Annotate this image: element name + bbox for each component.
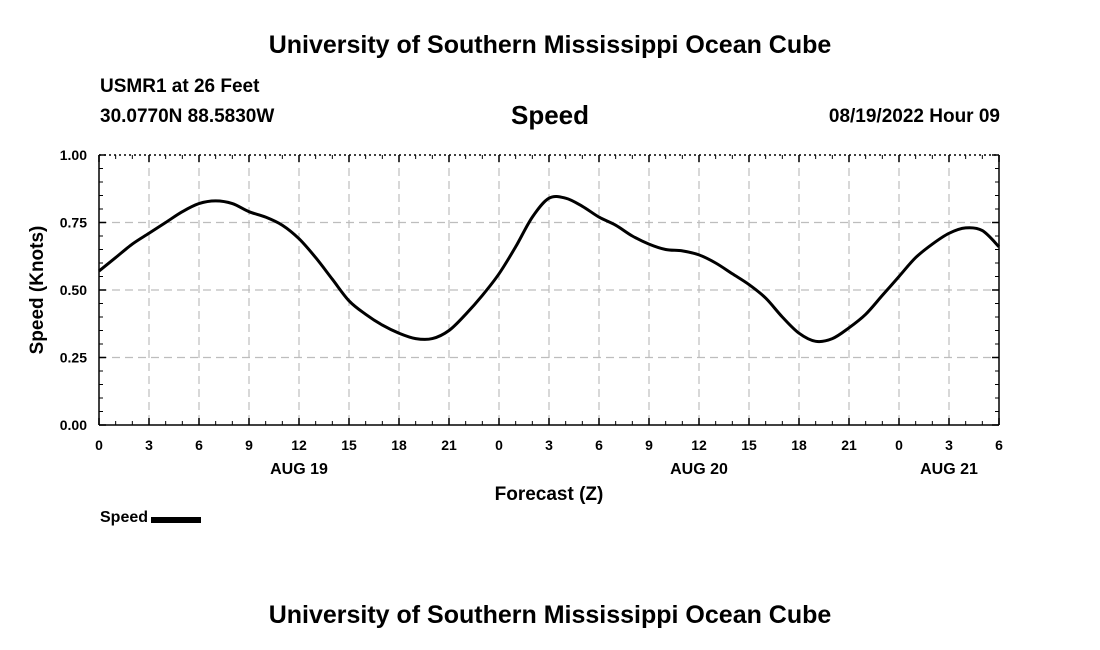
speed-series-line [98,194,1001,344]
grid-lines [99,155,999,425]
x-date-label: AUG 19 [270,461,328,478]
x-date-label: AUG 21 [920,461,978,478]
x-tick-label: 3 [145,437,153,453]
x-tick-label: 6 [995,437,1003,453]
valid-time-label: 08/19/2022 Hour 09 [828,106,1000,127]
y-axis-title: Speed (Knots) [27,226,48,355]
series-layer [98,194,1001,344]
y-tick-label: 0.50 [60,282,87,298]
x-tick-label: 21 [841,437,857,453]
x-axis-title: Forecast (Z) [495,484,604,505]
legend-label: Speed [100,509,149,526]
x-tick-label: 6 [195,437,203,453]
x-tick-label: 0 [95,437,103,453]
y-tick-label: 0.75 [60,215,87,231]
x-tick-label: 3 [945,437,953,453]
x-tick-label: 9 [245,437,253,453]
plot-frame [98,154,1000,426]
x-tick-label: 15 [341,437,357,453]
chart-header-title: University of Southern Mississippi Ocean… [268,31,832,59]
station-coordinates: 30.0770N 88.5830W [100,106,275,127]
x-tick-label: 12 [691,437,707,453]
y-tick-label: 1.00 [60,147,87,163]
y-tick-label: 0.25 [60,350,87,366]
x-tick-label: 18 [791,437,807,453]
legend-line-swatch [151,516,202,523]
x-tick-label: 6 [595,437,603,453]
x-date-label: AUG 20 [670,461,728,478]
x-tick-label: 15 [741,437,757,453]
y-tick-label: 0.00 [60,417,87,433]
x-tick-label: 0 [895,437,903,453]
x-tick-label: 9 [645,437,653,453]
x-tick-label: 21 [441,437,457,453]
x-tick-label: 3 [545,437,553,453]
station-label: USMR1 at 26 Feet [100,76,260,97]
legend: Speed [100,509,202,527]
chart-footer-title: University of Southern Mississippi Ocean… [268,601,832,629]
x-tick-label: 12 [291,437,307,453]
axis-labels: 0 3 6 9 12 15 18 21 0 3 6 9 12 15 18 21 0 3 6 AUG 19 AUG 20 A… [27,147,1003,505]
x-tick-label: 18 [391,437,407,453]
variable-title: Speed [510,100,590,130]
x-tick-label: 0 [495,437,503,453]
